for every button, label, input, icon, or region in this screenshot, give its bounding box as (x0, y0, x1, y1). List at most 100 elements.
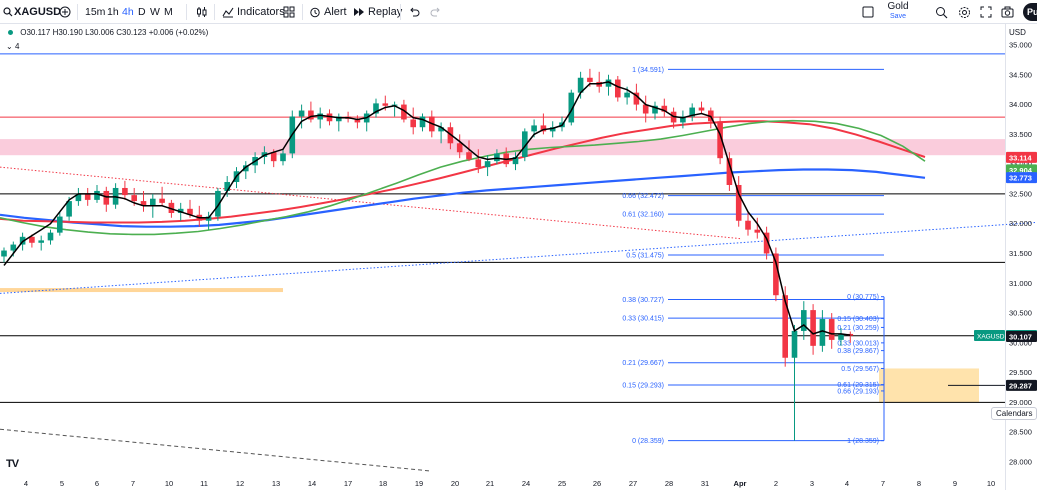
fib-right-label: 0.38 (29.867) (837, 348, 879, 355)
quick-search-icon[interactable] (935, 0, 948, 24)
fib-right-label: 0.61 (29.315) (837, 382, 879, 389)
fib-left-label: 0.5 (31.475) (626, 252, 664, 259)
candle-body (726, 158, 733, 185)
interval-15m[interactable]: 15m (85, 6, 106, 18)
indicator-toggle[interactable]: ⌄ 4 (6, 42, 19, 51)
candle-body (652, 105, 658, 114)
candle-body (484, 161, 491, 168)
replay-button[interactable]: Replay (368, 6, 403, 18)
interval-1h[interactable]: 1h (107, 6, 119, 18)
y-tick-label: 35.000 (1009, 41, 1032, 50)
x-tick-label: 6 (95, 479, 99, 488)
save-label[interactable]: Save (890, 13, 906, 20)
interval-w[interactable]: W (150, 6, 160, 18)
x-tick-label: 10 (165, 479, 173, 488)
candle-body (819, 319, 826, 346)
fullscreen-icon[interactable] (980, 0, 992, 24)
candle-body (512, 156, 519, 165)
x-tick-label: 28 (665, 479, 673, 488)
candle-body (689, 107, 695, 117)
candle-body (47, 232, 54, 241)
candle-body (122, 187, 128, 196)
calendars-button[interactable]: Calendars (991, 407, 1037, 420)
x-tick-label: 3 (810, 479, 814, 488)
y-tick-label: 32.500 (1009, 189, 1032, 198)
templates-icon[interactable] (283, 0, 295, 24)
indicators-button[interactable]: Indicators (237, 6, 285, 18)
indicators-icon[interactable] (222, 0, 234, 24)
interval-4h[interactable]: 4h (122, 6, 134, 18)
chevron-down-icon[interactable]: ⌄ (6, 42, 13, 51)
candle-body (717, 121, 723, 159)
candle-body (745, 220, 751, 230)
candle-body (140, 201, 147, 206)
candle-body (661, 105, 668, 112)
candle-body (773, 253, 779, 296)
y-tick-label: 32.000 (1009, 219, 1032, 228)
y-tick-label: 30.000 (1009, 338, 1032, 347)
candle-body (605, 79, 612, 87)
currency-label[interactable]: USD (1009, 28, 1026, 37)
ema-black-line (3, 81, 851, 336)
candle-body (84, 193, 91, 200)
fib-right-label: 0 (30.775) (847, 294, 879, 301)
legend-open: O30.117 (20, 28, 51, 37)
candle-body (94, 190, 100, 200)
candle-body (549, 127, 556, 132)
candle-body (763, 232, 770, 254)
search-icon[interactable] (3, 0, 13, 24)
layout-square-icon[interactable] (862, 0, 874, 24)
undo-icon[interactable] (408, 0, 420, 24)
candle-body (354, 118, 361, 123)
candle-body (456, 143, 463, 153)
alarm-clock-icon[interactable] (309, 0, 321, 24)
candle-body (577, 77, 584, 93)
candle-body (791, 330, 798, 358)
price-label-text: 32.904 (1009, 166, 1033, 175)
replay-icon[interactable] (353, 0, 365, 24)
y-tick-label: 28.500 (1009, 428, 1032, 437)
price-label-box (1006, 151, 1037, 163)
candle-body (531, 125, 537, 132)
y-tick-label: 33.000 (1009, 160, 1032, 169)
add-symbol-icon[interactable] (59, 0, 71, 24)
candle-body (150, 198, 156, 206)
candle-body (754, 229, 761, 233)
candle-body (205, 216, 212, 221)
publish-button[interactable]: Pu (1023, 3, 1037, 21)
candle-body (1, 250, 7, 257)
indicator-count: 4 (14, 42, 20, 51)
candle-body (568, 92, 575, 123)
x-tick-label: 12 (236, 479, 244, 488)
candle-body (187, 208, 193, 215)
watchlist-name: Gold (887, 1, 909, 12)
redo-icon[interactable] (430, 0, 442, 24)
price-label-box (1006, 172, 1037, 184)
alert-button[interactable]: Alert (324, 6, 347, 18)
candles-icon[interactable] (196, 0, 208, 24)
interval-d[interactable]: D (138, 6, 146, 18)
legend-low: L30.006 (85, 28, 114, 37)
x-tick-label: 26 (593, 479, 601, 488)
y-tick-label: 31.500 (1009, 249, 1032, 258)
symbol-tag-box (974, 330, 1005, 342)
y-tick-label: 33.500 (1009, 130, 1032, 139)
x-tick-label: 8 (917, 479, 921, 488)
x-tick-label: 4 (24, 479, 28, 488)
camera-icon[interactable] (1001, 0, 1014, 24)
x-tick-label: 27 (629, 479, 637, 488)
fib-right-label: 0.66 (29.193) (837, 388, 879, 395)
settings-gear-icon[interactable] (958, 0, 971, 24)
price-label-box (1006, 330, 1037, 342)
tradingview-logo: TV (6, 458, 19, 470)
symbol-name[interactable]: XAGUSD (14, 6, 62, 18)
x-tick-label: 19 (415, 479, 423, 488)
interval-m[interactable]: M (164, 6, 173, 18)
x-tick-label: 9 (953, 479, 957, 488)
candle-body (103, 190, 110, 205)
candle-body (419, 116, 426, 128)
y-tick-label: 31.000 (1009, 279, 1032, 288)
watchlist-layout[interactable]: Gold Save (880, 2, 916, 21)
price-label-text: 29.287 (1009, 381, 1032, 390)
